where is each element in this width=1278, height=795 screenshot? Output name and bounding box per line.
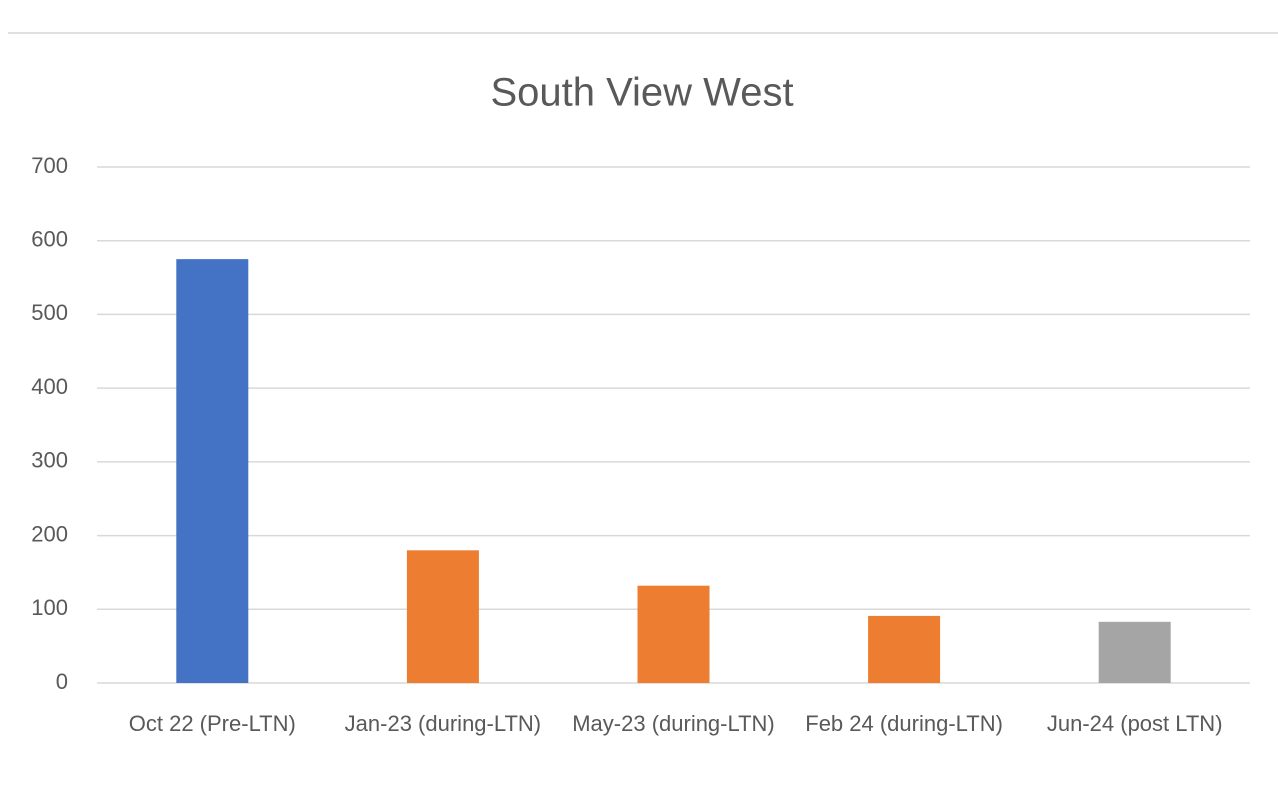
x-tick-label: May-23 (during-LTN): [572, 711, 775, 736]
y-tick-label: 300: [31, 448, 68, 473]
y-tick-label: 500: [31, 300, 68, 325]
y-tick-label: 700: [31, 153, 68, 178]
bar: [1098, 621, 1171, 683]
x-tick-label: Oct 22 (Pre-LTN): [129, 711, 296, 736]
x-tick-label: Jun-24 (post LTN): [1047, 711, 1223, 736]
y-tick-label: 600: [31, 227, 68, 252]
y-tick-label: 400: [31, 374, 68, 399]
y-tick-label: 0: [56, 669, 68, 694]
x-tick-label: Jan-23 (during-LTN): [345, 711, 541, 736]
x-tick-label: Feb 24 (during-LTN): [805, 711, 1003, 736]
bar: [637, 585, 710, 683]
y-tick-label: 200: [31, 521, 68, 546]
bar: [406, 550, 479, 683]
chart-title: South View West: [490, 71, 793, 115]
bar: [176, 259, 249, 683]
bar: [868, 615, 941, 683]
y-tick-label: 100: [31, 595, 68, 620]
